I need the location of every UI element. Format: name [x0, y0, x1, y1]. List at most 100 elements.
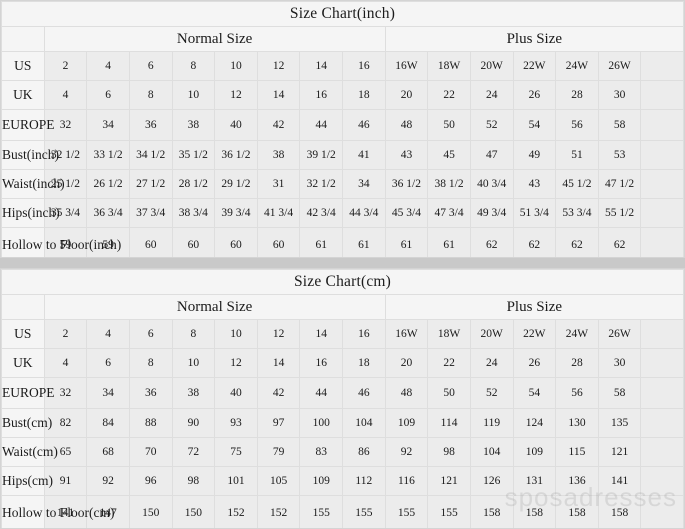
table-cell: 43	[384, 140, 429, 170]
table-cell: 4	[86, 51, 130, 81]
table-cell: 12	[214, 348, 258, 378]
table-cell: 4	[86, 319, 130, 349]
table-cell: 27 1/2	[128, 169, 173, 199]
table-cell: 54	[512, 109, 557, 141]
table-cell: 40	[214, 109, 258, 141]
size-table-inch-body: Size Chart(inch) Normal Size Plus Size US 2 4…	[1, 1, 684, 257]
table-cell: 8	[128, 348, 173, 378]
table-cell: 29 1/2	[214, 169, 258, 199]
table-cell: 26	[512, 348, 557, 378]
table-cell: 104	[342, 408, 386, 438]
table-cell: 96	[128, 466, 173, 496]
table-cell: 45 3/4	[384, 198, 429, 228]
table-cell: 16	[342, 51, 386, 81]
table-cell: 24W	[555, 319, 599, 349]
row-label-us: US	[1, 319, 45, 349]
table-cell-filler	[640, 348, 684, 378]
table-cell: 22	[427, 80, 471, 110]
table-cell: 22W	[512, 319, 557, 349]
table-cell: 16	[299, 80, 343, 110]
table-cell: 18	[342, 80, 386, 110]
table-cell: 6	[128, 51, 173, 81]
table-cell: 135	[597, 408, 642, 438]
table-cell: 79	[256, 437, 301, 467]
table-cell: 22W	[512, 51, 557, 81]
table-cell: 38 1/2	[427, 169, 471, 199]
table-cell: 32 1/2	[299, 169, 343, 199]
table-cell: 72	[171, 437, 216, 467]
table-cell: 35 3/4	[43, 198, 88, 228]
table-cell: 24W	[555, 51, 599, 81]
table-cell: 14	[299, 319, 343, 349]
table-cell: 68	[86, 437, 130, 467]
table-cell: 38	[256, 140, 301, 170]
group-header-plus-size: Plus Size	[384, 26, 684, 52]
table-cell: 6	[86, 80, 130, 110]
table-cell: 30	[597, 348, 642, 378]
table-cell: 26W	[597, 51, 642, 81]
table-cell: 105	[256, 466, 301, 496]
table-cell: 51	[555, 140, 599, 170]
table-cell: 155	[299, 495, 343, 528]
table-row: EUROPE 32 34 36 38 40 42 44 46 48 50 52 54 56 58	[1, 377, 684, 409]
table-cell: 35 1/2	[171, 140, 216, 170]
table-cell: 16	[299, 348, 343, 378]
table-cell: 44 3/4	[342, 198, 386, 228]
table-cell: 84	[86, 408, 130, 438]
table-cell: 150	[171, 495, 216, 528]
table-cell: 12	[214, 80, 258, 110]
table-cell: 34	[86, 109, 130, 141]
table-cell: 45	[427, 140, 471, 170]
chart-title-row: Size Chart(inch)	[1, 1, 684, 27]
group-header-normal-size: Normal Size	[43, 294, 386, 320]
table-cell: 121	[597, 437, 642, 467]
table-cell: 155	[427, 495, 471, 528]
table-cell: 141	[43, 495, 88, 528]
table-cell: 39 3/4	[214, 198, 258, 228]
table-cell: 32	[43, 109, 88, 141]
table-cell: 109	[384, 408, 429, 438]
table-row: Bust(inch) 32 1/2 33 1/2 34 1/2 35 1/2 36 1/2…	[1, 140, 684, 170]
table-cell: 16	[342, 319, 386, 349]
table-cell: 8	[171, 51, 216, 81]
table-cell: 20	[384, 80, 429, 110]
table-cell: 124	[512, 408, 557, 438]
table-cell: 56	[555, 377, 599, 409]
table-cell: 92	[86, 466, 130, 496]
table-cell: 18W	[427, 319, 471, 349]
table-cell-filler	[640, 377, 684, 409]
table-cell: 147	[86, 495, 130, 528]
table-cell: 8	[128, 80, 173, 110]
table-cell: 14	[256, 80, 301, 110]
table-cell: 53	[597, 140, 642, 170]
table-cell: 62	[597, 227, 642, 257]
table-cell: 42 3/4	[299, 198, 343, 228]
table-cell: 53 3/4	[555, 198, 599, 228]
table-cell: 6	[128, 319, 173, 349]
row-label-hips-cm: Hips(cm)	[1, 466, 53, 496]
table-cell: 50	[427, 377, 471, 409]
table-cell: 48	[384, 377, 429, 409]
table-cell-filler	[640, 408, 684, 438]
table-cell: 158	[512, 495, 557, 528]
table-cell: 24	[469, 348, 514, 378]
table-cell: 12	[256, 51, 301, 81]
table-cell: 61	[427, 227, 471, 257]
table-cell: 54	[512, 377, 557, 409]
table-cell: 18	[342, 348, 386, 378]
table-cell: 28 1/2	[171, 169, 216, 199]
row-label-uk: UK	[1, 348, 45, 378]
table-cell: 60	[171, 227, 216, 257]
table-cell: 38	[171, 109, 216, 141]
table-row: US 2 4 6 8 10 12 14 16 16W 18W 20W 22W 24W 26W	[1, 319, 684, 349]
table-cell: 36 1/2	[384, 169, 429, 199]
table-cell: 98	[427, 437, 471, 467]
row-label-hollow-to-floor-cm: Hollow to Floor(cm)	[1, 495, 115, 528]
table-cell: 61	[342, 227, 386, 257]
row-label-hips-inch: Hips(inch)	[1, 198, 60, 228]
table-cell: 49 3/4	[469, 198, 514, 228]
table-row: Hollow to Floor(cm)141147150150152152155…	[1, 495, 684, 528]
table-cell-filler	[640, 51, 684, 81]
table-cell: 112	[342, 466, 386, 496]
table-cell: 20	[384, 348, 429, 378]
